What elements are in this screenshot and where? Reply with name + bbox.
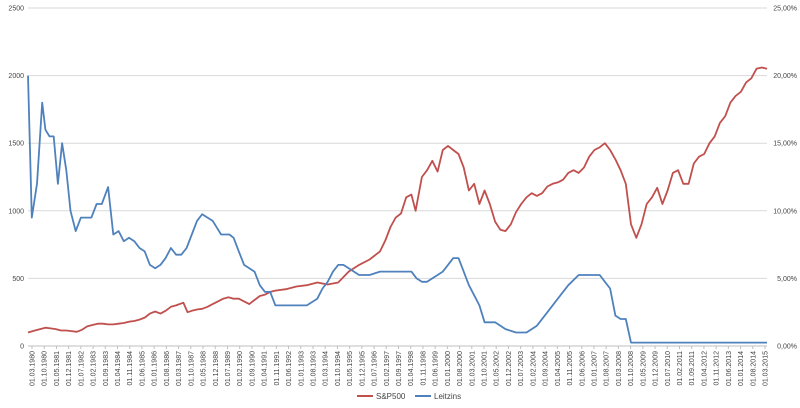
legend-label-sp500: S&P500: [376, 392, 406, 401]
x-tick-label: 01.05.2002: [494, 351, 501, 386]
x-tick-label: 01.02.2011: [677, 351, 684, 386]
x-tick-label: 01.09.1983: [103, 351, 110, 386]
left-y-tick-label: 500: [12, 276, 24, 283]
x-tick-label: 01.09.1997: [396, 351, 403, 386]
x-tick-label: 01.07.1982: [78, 351, 85, 386]
right-y-tick-label: 0,00%: [777, 344, 797, 351]
left-y-tick-label: 0: [20, 344, 24, 351]
x-tick-label: 01.04.2012: [701, 351, 708, 386]
left-y-tick-label: 1000: [8, 208, 24, 215]
x-tick-label: 01.05.2009: [640, 351, 647, 386]
right-y-tick-label: 15,00%: [773, 141, 797, 148]
x-tick-label: 01.11.2005: [567, 351, 574, 386]
x-tick-label: 01.08.1993: [310, 351, 317, 386]
x-tick-label: 01.03.1994: [323, 351, 330, 386]
left-y-tick-label: 2000: [8, 73, 24, 80]
x-tick-label: 01.06.1985: [139, 351, 146, 386]
x-tick-label: 01.08.1986: [164, 351, 171, 386]
x-tick-label: 01.09.2011: [689, 351, 696, 386]
x-tick-label: 01.02.2004: [530, 351, 537, 386]
x-tick-label: 01.08.2014: [750, 351, 757, 386]
x-tick-label: 01.06.1999: [433, 351, 440, 386]
x-tick-label: 01.04.1984: [115, 351, 122, 386]
series-line-leitzins: [27, 75, 767, 344]
left-axis-tick-labels: 0 500 1000 1500 2000 2500: [8, 6, 24, 351]
x-tick-label: 01.06.2013: [726, 351, 733, 386]
right-axis-tick-labels: 0,00% 5,00% 10,00% 15,00% 20,00% 25,00%: [773, 6, 797, 351]
x-tick-label: 01.04.2005: [555, 351, 562, 386]
x-tick-label: 01.09.1990: [249, 351, 256, 386]
x-tick-label: 01.02.1997: [384, 351, 391, 386]
x-tick-label: 01.12.2002: [506, 351, 513, 386]
x-tick-label: 01.03.2001: [469, 351, 476, 386]
x-tick-label: 01.05.1988: [201, 351, 208, 386]
x-tick-label: 01.04.1991: [262, 351, 269, 386]
left-y-tick-label: 2500: [8, 6, 24, 13]
x-tick-label: 01.01.2014: [738, 351, 745, 386]
x-tick-label: 01.07.2010: [665, 351, 672, 386]
x-tick-label: 01.12.1995: [359, 351, 366, 386]
x-axis-tick-labels: 01.03.1980 01.10.1980 01.05.1981 01.12.1981…: [30, 346, 770, 386]
x-tick-label: 01.03.1980: [30, 351, 37, 386]
x-tick-label: 01.09.2004: [543, 351, 550, 386]
legend: S&P500 Leitzins: [357, 392, 461, 401]
x-tick-label: 01.06.2006: [579, 351, 586, 386]
x-tick-label: 01.04.1998: [408, 351, 415, 386]
x-tick-label: 01.12.1988: [213, 351, 220, 386]
x-tick-label: 01.01.1993: [298, 351, 305, 386]
x-tick-label: 01.11.1984: [127, 351, 134, 386]
legend-label-leitzins: Leitzins: [434, 392, 461, 401]
x-tick-label: 01.10.2008: [628, 351, 635, 386]
x-tick-label: 01.10.1994: [335, 351, 342, 386]
x-tick-label: 01.02.1990: [237, 351, 244, 386]
x-tick-label: 01.10.1980: [42, 351, 49, 386]
x-tick-label: 01.12.2009: [653, 351, 660, 386]
x-tick-label: 01.05.1981: [54, 351, 61, 386]
x-tick-label: 01.03.2008: [616, 351, 623, 386]
series-line-sp500: [27, 66, 768, 334]
right-y-tick-label: 5,00%: [777, 276, 797, 283]
x-tick-label: 01.01.2007: [591, 351, 598, 386]
x-tick-label: 01.03.1987: [176, 351, 183, 386]
x-tick-label: 01.10.2001: [482, 351, 489, 386]
x-tick-label: 01.11.2012: [714, 351, 721, 386]
x-tick-label: 01.12.1981: [66, 351, 73, 386]
x-tick-label: 01.08.2000: [457, 351, 464, 386]
right-y-tick-label: 25,00%: [773, 6, 797, 13]
series-layer: [27, 66, 768, 344]
x-tick-label: 01.07.1989: [225, 351, 232, 386]
x-tick-label: 01.03.2015: [763, 351, 770, 386]
x-tick-label: 01.07.2003: [518, 351, 525, 386]
x-tick-label: 01.01.1986: [152, 351, 159, 386]
x-tick-label: 01.11.1991: [274, 351, 281, 386]
x-tick-label: 01.07.1996: [372, 351, 379, 386]
gridlines: [28, 7, 767, 279]
right-y-tick-label: 20,00%: [773, 73, 797, 80]
x-tick-label: 01.02.1983: [91, 351, 98, 386]
x-tick-label: 01.10.1987: [188, 351, 195, 386]
x-tick-label: 01.05.1995: [347, 351, 354, 386]
x-tick-label: 01.08.2007: [604, 351, 611, 386]
left-y-tick-label: 1500: [8, 141, 24, 148]
x-tick-label: 01.01.2000: [445, 351, 452, 386]
right-y-tick-label: 10,00%: [773, 208, 797, 215]
x-tick-label: 01.11.1998: [420, 351, 427, 386]
x-tick-label: 01.06.1992: [286, 351, 293, 386]
